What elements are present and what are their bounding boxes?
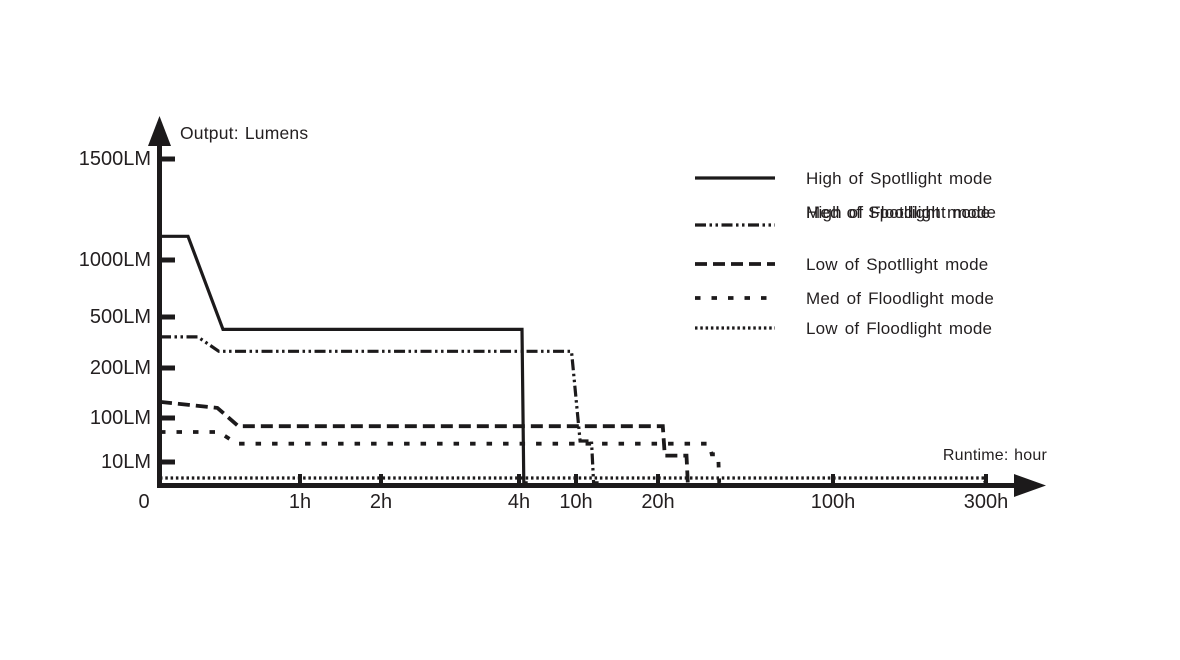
x-tick-label: 10h — [559, 491, 593, 513]
x-tick-label: 100h — [810, 491, 856, 513]
legend-label-line: Low of Spotllight mode — [806, 254, 989, 274]
y-tick-label: 1000LM — [78, 249, 151, 271]
y-tick-label: 500LM — [89, 306, 151, 328]
x-tick-label: 1h — [288, 491, 312, 513]
legend-label-line: High of Floodlight mode — [806, 203, 997, 222]
y-tick-label: 100LM — [89, 407, 151, 429]
x-axis-arrow-icon — [1014, 474, 1046, 497]
series-line-3 — [159, 400, 693, 485]
legend-label-line: Med of Floodlight mode — [806, 288, 995, 308]
legend-label-line: Med of Spotllight mode — [806, 203, 991, 222]
legend-label-line: High of Spotllight mode — [806, 168, 993, 188]
x-tick-label: 300h — [963, 491, 1009, 513]
x-tick-label: 2h — [369, 491, 393, 513]
x-tick-label: 4h — [507, 491, 531, 513]
series-line-2 — [160, 335, 599, 485]
y-axis-arrow-icon — [148, 116, 171, 146]
y-tick-label: 200LM — [89, 357, 151, 379]
x-tick-label: 20h — [641, 491, 675, 513]
legend-label-line: Low of Floodlight mode — [806, 318, 993, 338]
series-line-1 — [160, 234, 528, 485]
y-tick-label: 10LM — [100, 451, 151, 473]
origin-label: 0 — [138, 491, 150, 513]
y-axis-title: Output: Lumens — [180, 123, 309, 143]
x-axis-title: Runtime: hour — [942, 447, 1047, 464]
series-line-5 — [160, 476, 988, 486]
y-tick-label: 1500LM — [78, 148, 151, 170]
